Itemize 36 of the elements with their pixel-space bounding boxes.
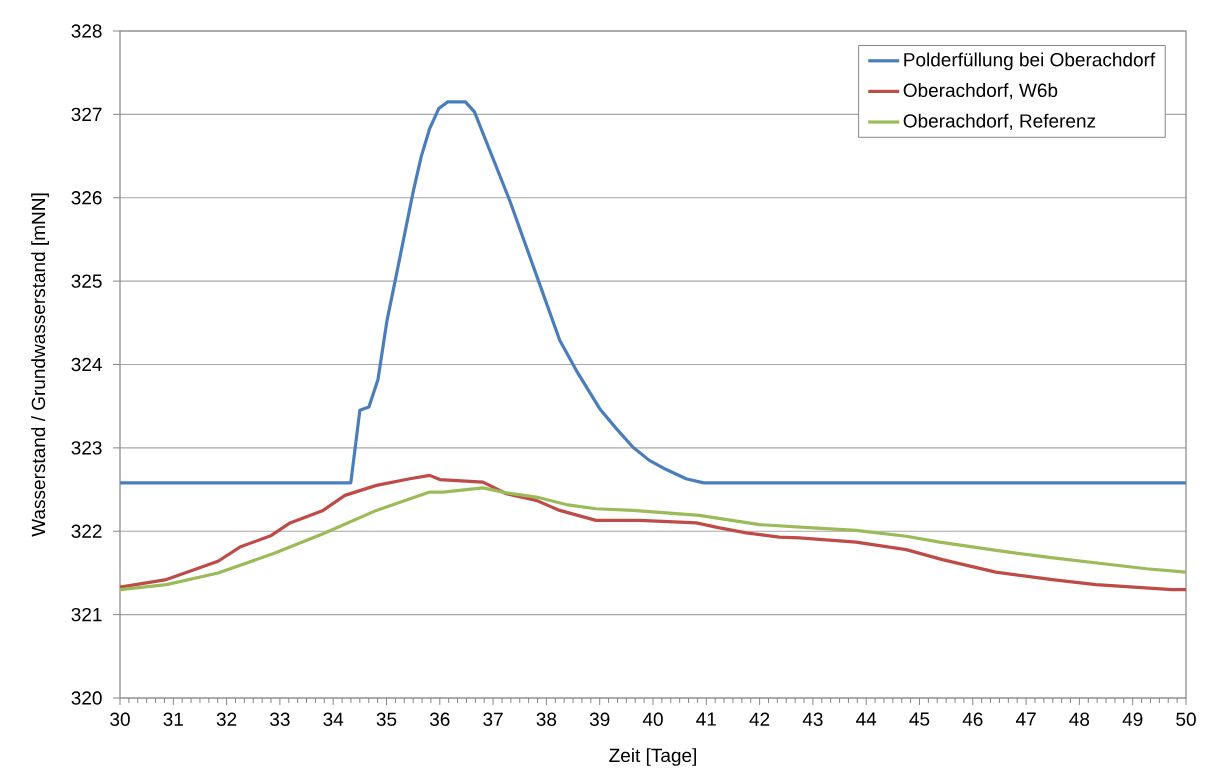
x-tick-label: 38 bbox=[536, 712, 557, 726]
x-tick-label: 50 bbox=[1176, 712, 1196, 726]
x-tick-label: 41 bbox=[696, 712, 716, 726]
x-tick-label: 30 bbox=[110, 712, 130, 726]
y-tick-label: 328 bbox=[71, 24, 102, 38]
x-tick-label: 37 bbox=[483, 712, 503, 726]
x-tick-label: 40 bbox=[642, 712, 663, 726]
y-axis-title: Wasserstand / Grundwasserstand [mNN] bbox=[31, 193, 49, 537]
legend-label: Oberachdorf, Referenz bbox=[903, 113, 1096, 130]
x-axis-title: Zeit [Tage] bbox=[609, 748, 696, 766]
y-tick-label: 323 bbox=[71, 441, 102, 455]
legend-label: Oberachdorf, W6b bbox=[903, 83, 1058, 100]
x-tick-label: 32 bbox=[216, 712, 237, 726]
x-tick-label: 35 bbox=[376, 712, 397, 726]
x-tick-label: 39 bbox=[589, 712, 610, 726]
y-tick-label: 322 bbox=[71, 524, 102, 538]
line-series bbox=[120, 100, 1186, 485]
y-tick-label: 321 bbox=[71, 607, 102, 622]
x-tick-label: 33 bbox=[270, 712, 290, 726]
x-tick-label: 34 bbox=[323, 712, 344, 726]
x-tick-label: 43 bbox=[802, 712, 823, 726]
y-tick-label: 320 bbox=[71, 691, 102, 705]
y-tick-label: 327 bbox=[71, 107, 102, 122]
y-tick-label: 326 bbox=[71, 191, 102, 205]
x-tick-label: 31 bbox=[163, 712, 183, 726]
x-tick-label: 49 bbox=[1122, 712, 1143, 726]
x-tick-label: 48 bbox=[1069, 712, 1090, 726]
x-tick-label: 36 bbox=[429, 712, 450, 726]
x-tick-label: 46 bbox=[962, 712, 983, 726]
x-tick-label: 42 bbox=[749, 712, 770, 726]
x-tick-label: 44 bbox=[856, 712, 877, 726]
legend-label: Polderfüllung bei Oberachdorf bbox=[904, 52, 1156, 71]
x-tick-label: 45 bbox=[909, 712, 930, 726]
x-tick-label: 47 bbox=[1015, 712, 1036, 726]
y-tick-label: 324 bbox=[71, 357, 102, 372]
y-tick-label: 325 bbox=[71, 274, 102, 288]
